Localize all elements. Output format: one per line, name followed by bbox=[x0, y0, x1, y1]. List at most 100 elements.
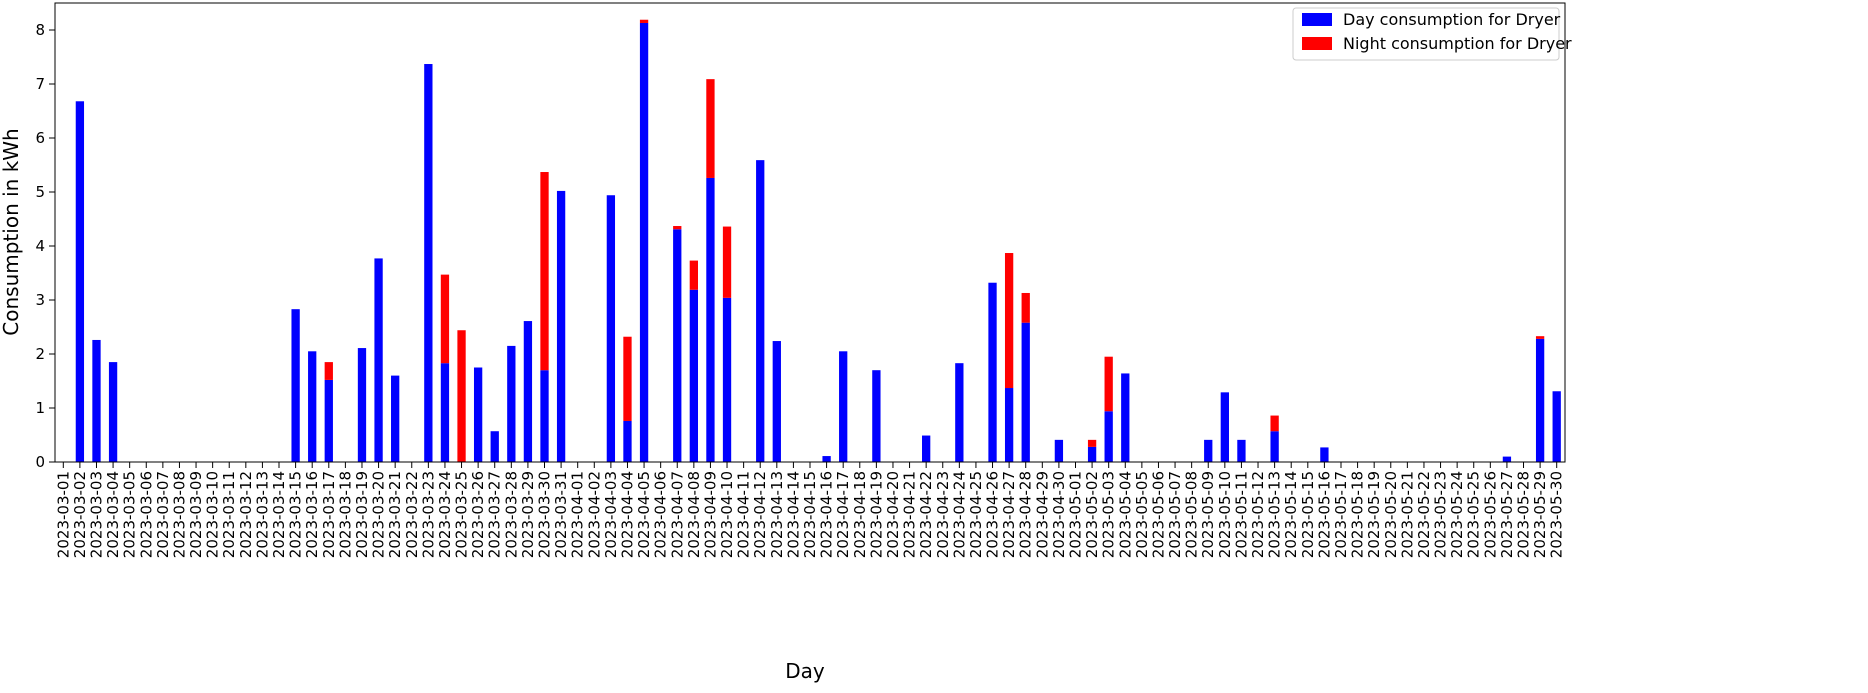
bar-day-2023-03-16 bbox=[308, 351, 317, 462]
x-tick-label-2023-04-09: 2023-04-09 bbox=[701, 471, 719, 558]
x-tick-label-2023-04-05: 2023-04-05 bbox=[635, 471, 653, 558]
x-tick-label-2023-05-01: 2023-05-01 bbox=[1066, 471, 1084, 558]
bar-day-2023-04-24 bbox=[955, 363, 964, 462]
x-tick-label-2023-05-24: 2023-05-24 bbox=[1448, 471, 1466, 558]
bar-day-2023-03-03 bbox=[92, 339, 101, 462]
legend: Day consumption for Dryer Night consumpt… bbox=[1292, 7, 1572, 61]
x-tick-label-2023-03-08: 2023-03-08 bbox=[170, 471, 188, 558]
x-tick-label-2023-05-09: 2023-05-09 bbox=[1199, 471, 1217, 558]
x-tick-label-2023-04-19: 2023-04-19 bbox=[867, 471, 885, 558]
bar-day-2023-04-03 bbox=[606, 195, 616, 463]
legend-swatch-day bbox=[1302, 13, 1332, 26]
x-tick-label-2023-03-17: 2023-03-17 bbox=[320, 471, 338, 558]
bar-night-2023-05-29 bbox=[1535, 336, 1545, 339]
bar-day-2023-05-10 bbox=[1220, 392, 1229, 462]
bar-day-2023-04-13 bbox=[772, 341, 781, 462]
x-tick-label-2023-04-14: 2023-04-14 bbox=[784, 471, 802, 558]
bar-day-2023-05-16 bbox=[1320, 447, 1329, 462]
bar-night-2023-03-17 bbox=[324, 362, 333, 380]
x-tick-label-2023-04-17: 2023-04-17 bbox=[834, 471, 852, 558]
bar-day-2023-04-26 bbox=[988, 282, 997, 462]
x-tick-label-2023-04-15: 2023-04-15 bbox=[801, 471, 819, 558]
x-tick-label-2023-03-29: 2023-03-29 bbox=[519, 471, 537, 558]
x-tick-label-2023-04-02: 2023-04-02 bbox=[585, 471, 603, 558]
bar-day-2023-05-09 bbox=[1204, 439, 1213, 462]
x-tick-label-2023-03-04: 2023-03-04 bbox=[104, 471, 122, 558]
x-tick-label-2023-04-16: 2023-04-16 bbox=[818, 471, 836, 558]
bar-day-2023-05-11 bbox=[1237, 439, 1246, 462]
bar-day-2023-04-17 bbox=[839, 351, 848, 462]
x-tick-label-2023-04-26: 2023-04-26 bbox=[984, 471, 1002, 558]
x-tick-label-2023-05-06: 2023-05-06 bbox=[1149, 471, 1167, 558]
bar-night-2023-05-02 bbox=[1087, 439, 1097, 447]
x-tick-label-2023-03-26: 2023-03-26 bbox=[469, 471, 487, 558]
x-tick-label-2023-04-22: 2023-04-22 bbox=[917, 471, 935, 558]
bar-day-2023-03-23 bbox=[424, 64, 433, 463]
bar-day-2023-03-19 bbox=[357, 348, 367, 462]
x-tick-label-2023-03-12: 2023-03-12 bbox=[237, 471, 255, 558]
bar-day-2023-03-02 bbox=[75, 101, 85, 462]
bar-day-2023-04-27 bbox=[1004, 388, 1014, 462]
x-tick-label-2023-04-01: 2023-04-01 bbox=[569, 471, 587, 558]
bar-night-2023-03-24 bbox=[440, 274, 450, 364]
bar-day-2023-03-28 bbox=[507, 345, 516, 462]
y-tick-label-1: 1 bbox=[35, 399, 45, 417]
bar-day-2023-05-03 bbox=[1104, 411, 1113, 462]
x-tick-label-2023-05-07: 2023-05-07 bbox=[1166, 471, 1184, 558]
bar-day-2023-03-31 bbox=[556, 190, 566, 463]
bar-day-2023-03-21 bbox=[391, 375, 400, 462]
bar-day-2023-03-20 bbox=[374, 258, 383, 462]
x-tick-label-2023-03-03: 2023-03-03 bbox=[87, 471, 105, 558]
x-tick-label-2023-03-16: 2023-03-16 bbox=[303, 471, 321, 558]
x-axis: 2023-03-012023-03-022023-03-032023-03-04… bbox=[54, 462, 1566, 558]
x-tick-label-2023-04-11: 2023-04-11 bbox=[735, 471, 753, 558]
bar-night-2023-03-25 bbox=[457, 330, 466, 462]
bar-day-2023-05-02 bbox=[1087, 446, 1097, 462]
legend-label-day: Day consumption for Dryer bbox=[1343, 10, 1561, 29]
bar-day-2023-03-27 bbox=[490, 431, 499, 462]
y-tick-label-0: 0 bbox=[35, 453, 45, 471]
x-tick-label-2023-04-29: 2023-04-29 bbox=[1033, 471, 1051, 558]
bars-layer bbox=[75, 19, 1561, 463]
bar-night-2023-04-09 bbox=[706, 79, 715, 178]
x-tick-label-2023-05-25: 2023-05-25 bbox=[1465, 471, 1483, 558]
bar-day-2023-03-30 bbox=[540, 370, 549, 462]
bar-day-2023-04-22 bbox=[922, 435, 931, 462]
x-tick-label-2023-04-23: 2023-04-23 bbox=[934, 471, 952, 558]
legend-box bbox=[1292, 7, 1560, 61]
x-tick-label-2023-03-25: 2023-03-25 bbox=[453, 471, 471, 558]
bar-night-2023-04-08 bbox=[689, 260, 698, 290]
bar-night-2023-04-05 bbox=[639, 19, 649, 23]
x-tick-label-2023-05-20: 2023-05-20 bbox=[1382, 471, 1400, 558]
x-tick-label-2023-05-04: 2023-05-04 bbox=[1116, 471, 1134, 558]
x-tick-label-2023-03-27: 2023-03-27 bbox=[486, 471, 504, 558]
bar-day-2023-04-28 bbox=[1021, 322, 1030, 462]
x-tick-label-2023-05-16: 2023-05-16 bbox=[1315, 471, 1333, 558]
y-tick-label-4: 4 bbox=[35, 237, 45, 255]
x-tick-label-2023-04-06: 2023-04-06 bbox=[652, 471, 670, 558]
bar-night-2023-05-03 bbox=[1104, 356, 1113, 412]
x-tick-label-2023-05-23: 2023-05-23 bbox=[1432, 471, 1450, 558]
bar-day-2023-04-30 bbox=[1054, 439, 1064, 462]
x-tick-label-2023-05-10: 2023-05-10 bbox=[1216, 471, 1234, 558]
x-tick-label-2023-04-25: 2023-04-25 bbox=[967, 471, 985, 558]
bar-day-2023-05-30 bbox=[1552, 391, 1561, 462]
x-tick-label-2023-03-21: 2023-03-21 bbox=[386, 471, 404, 558]
x-tick-label-2023-05-08: 2023-05-08 bbox=[1183, 471, 1201, 558]
x-tick-label-2023-04-27: 2023-04-27 bbox=[1000, 471, 1018, 558]
bar-day-2023-04-16 bbox=[822, 456, 831, 462]
x-tick-label-2023-05-27: 2023-05-27 bbox=[1498, 471, 1516, 558]
y-tick-label-8: 8 bbox=[35, 21, 45, 39]
x-tick-label-2023-03-24: 2023-03-24 bbox=[436, 471, 454, 558]
bar-day-2023-04-19 bbox=[872, 370, 881, 462]
x-tick-label-2023-05-13: 2023-05-13 bbox=[1266, 471, 1284, 558]
bar-day-2023-03-24 bbox=[440, 363, 450, 462]
x-tick-label-2023-04-07: 2023-04-07 bbox=[668, 471, 686, 558]
x-tick-label-2023-03-14: 2023-03-14 bbox=[270, 471, 288, 558]
x-tick-label-2023-03-01: 2023-03-01 bbox=[54, 471, 72, 558]
y-tick-label-3: 3 bbox=[35, 291, 45, 309]
x-tick-label-2023-03-02: 2023-03-02 bbox=[71, 471, 89, 558]
x-tick-label-2023-05-14: 2023-05-14 bbox=[1282, 471, 1300, 558]
bar-day-2023-03-15 bbox=[291, 309, 300, 462]
